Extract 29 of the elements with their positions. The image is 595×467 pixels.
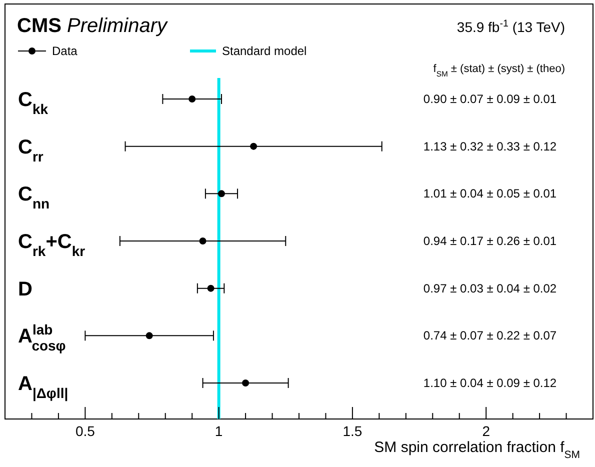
x-tick-label: 2 <box>482 423 490 439</box>
chart-title: CMS Preliminary <box>17 15 168 37</box>
x-tick-label: 0.5 <box>75 423 96 439</box>
y-tick-label: C$_{nn}$ <box>18 184 50 212</box>
y-tick-label: D <box>18 278 32 300</box>
x-tick-label: 1.5 <box>342 423 362 439</box>
legend-label: Data <box>52 44 78 58</box>
annotation: 0.74 ± 0.07 ± 0.22 ± 0.07 <box>423 328 557 343</box>
point <box>146 332 153 340</box>
annotation: 0.90 ± 0.07 ± 0.09 ± 0.01 <box>423 92 557 106</box>
y-tick-label: C$_{rk}$+C$_{kr}$ <box>18 231 86 259</box>
point <box>188 96 196 102</box>
point <box>207 284 214 292</box>
x-tick-label: 1 <box>214 423 223 439</box>
y-tick-label: C$_{rr}$ <box>18 136 44 164</box>
chart-subtitle: 35.9 fb$^{-1}$ (13 TeV) <box>456 18 565 35</box>
annotation: 0.94 ± 0.17 ± 0.26 ± 0.01 <box>423 234 557 248</box>
annotation: 1.13 ± 0.32 ± 0.33 ± 0.12 <box>423 139 557 154</box>
annotation: 1.01 ± 0.04 ± 0.05 ± 0.01 <box>423 186 557 201</box>
x-axis-title: SM spin correlation fraction f$_{SM}$ <box>374 439 580 461</box>
point <box>199 238 206 244</box>
annotation: 1.10 ± 0.04 ± 0.09 ± 0.12 <box>423 376 557 390</box>
legend-label: Standard model <box>222 44 307 58</box>
y-tick-label: C$_{kk}$ <box>18 89 48 117</box>
point <box>242 380 250 386</box>
annotation: f$_{SM}$ ± (stat) ± (syst) ± (theo) <box>433 63 565 78</box>
point <box>218 190 225 198</box>
point <box>250 142 258 150</box>
annotation: 0.97 ± 0.03 ± 0.04 ± 0.02 <box>423 281 557 296</box>
